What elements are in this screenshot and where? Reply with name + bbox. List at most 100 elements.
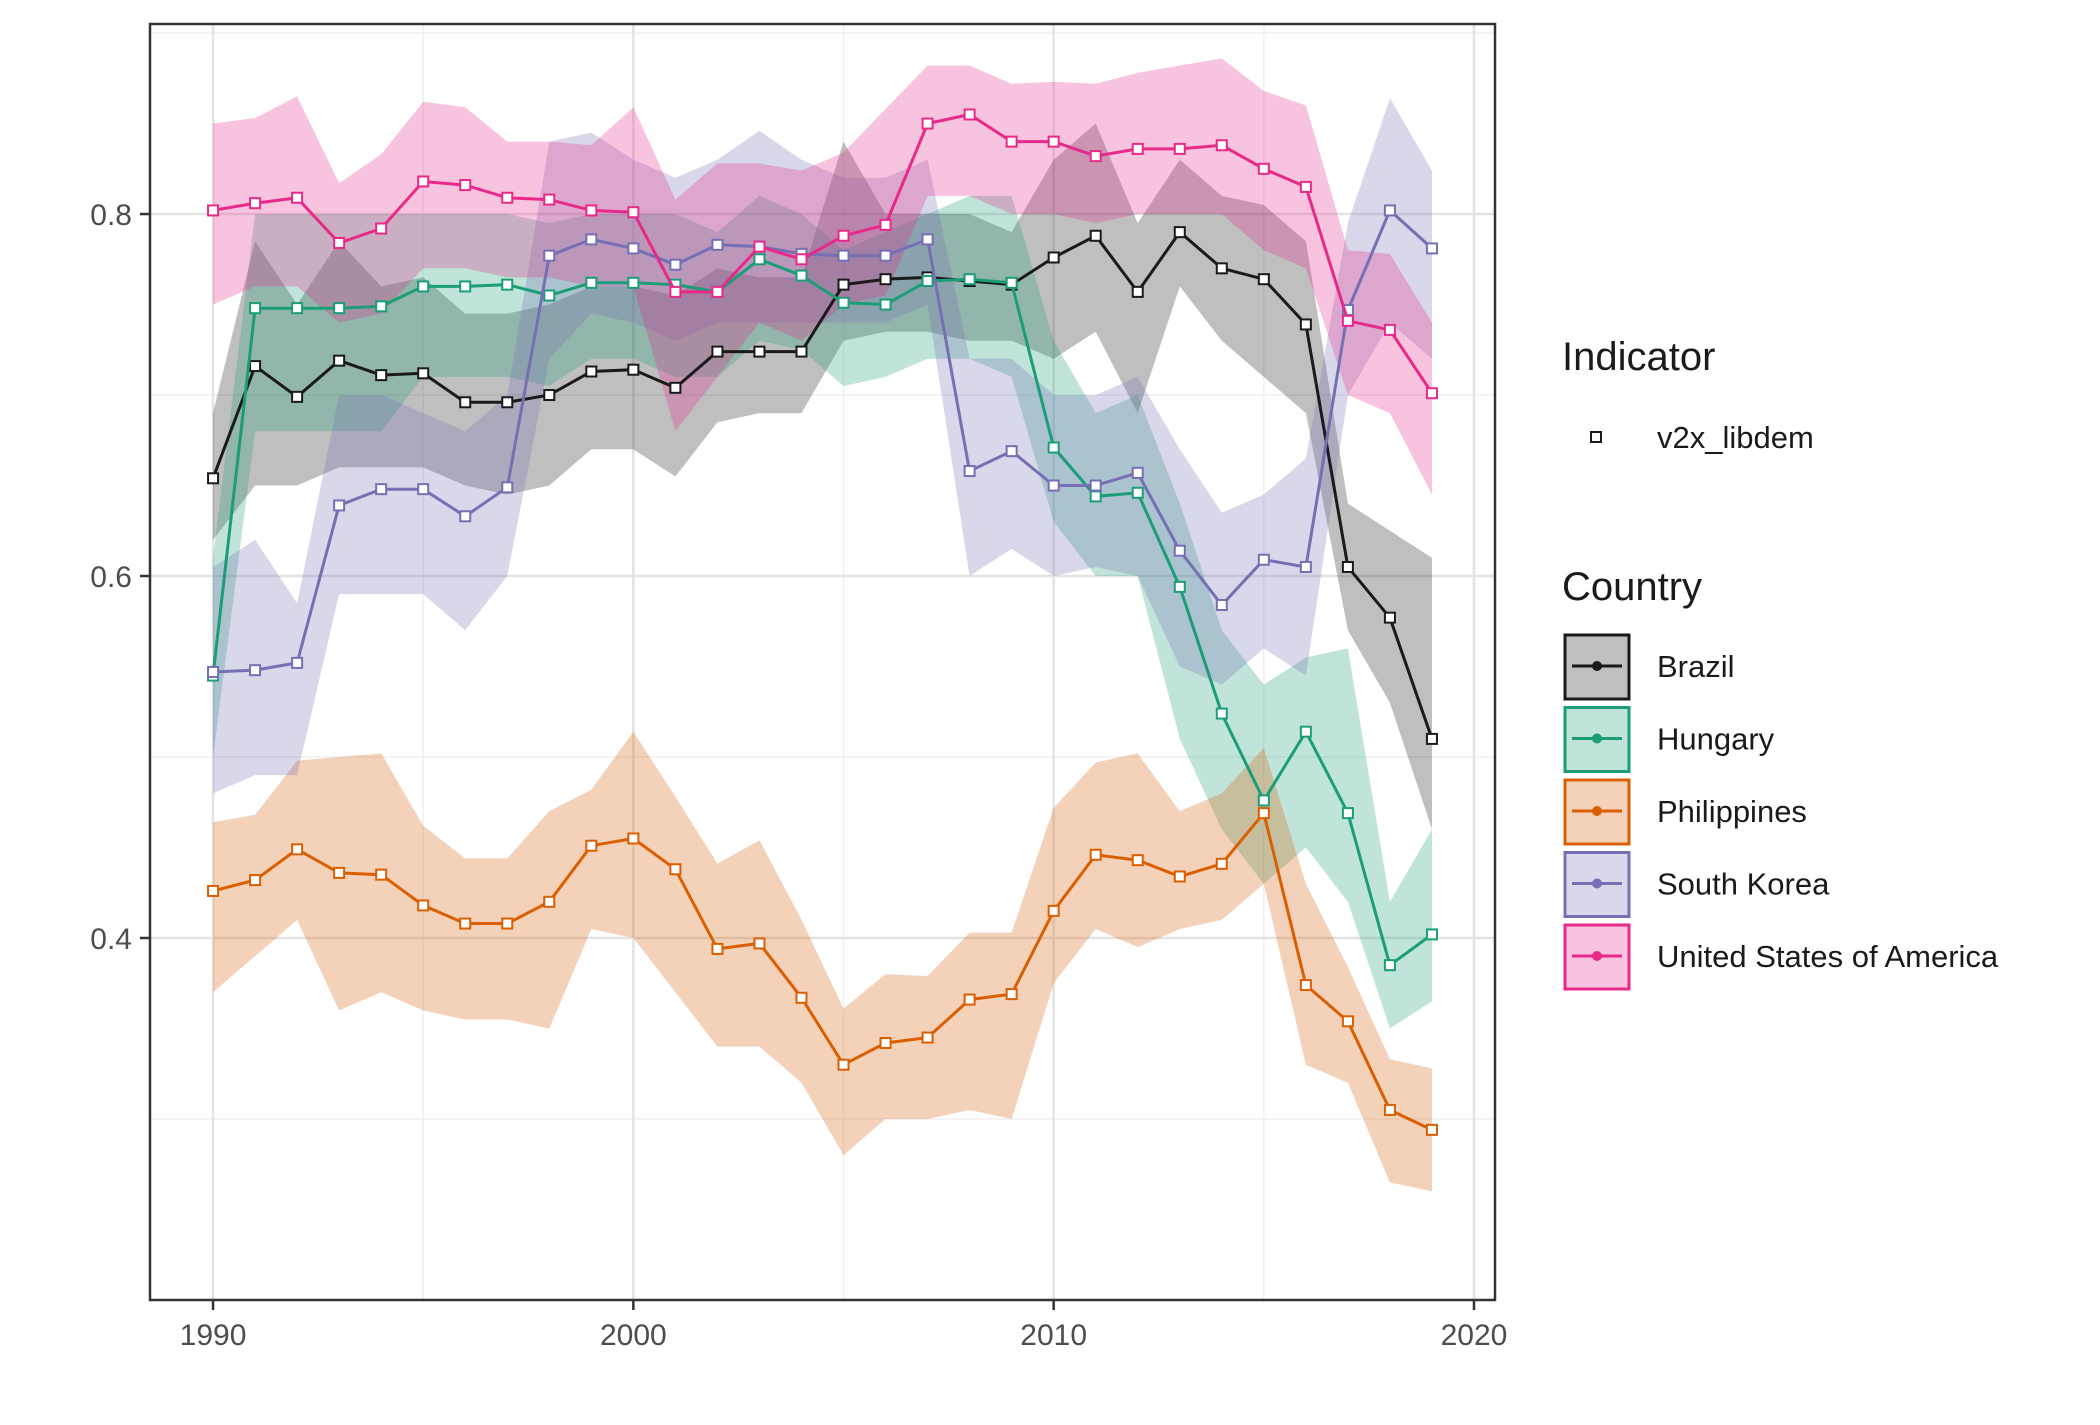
axes: 1990 2000 2010 2020 0.4 0.6 0.8: [90, 22, 1507, 1352]
point-philippines: [585, 839, 598, 852]
legend-label-hungary: Hungary: [1657, 722, 1775, 757]
point-hungary: [1257, 794, 1270, 807]
point-philippines: [333, 866, 346, 879]
point-south-korea: [963, 465, 976, 478]
point-philippines: [1005, 988, 1018, 1001]
ribbon-south-korea: [213, 98, 1432, 794]
point-south-korea: [921, 233, 934, 246]
point-brazil: [879, 273, 892, 286]
ribbon-philippines: [213, 731, 1432, 1192]
point-united-states-of-america: [459, 179, 472, 192]
point-united-states-of-america: [837, 229, 850, 242]
point-south-korea: [207, 665, 220, 678]
legend-key-point-hungary: [1592, 733, 1602, 744]
point-south-korea: [249, 664, 262, 677]
legend-key-point-philippines: [1592, 806, 1602, 816]
point-philippines: [1089, 848, 1102, 861]
point-brazil: [585, 365, 598, 378]
x-tick-label: 1990: [180, 1319, 247, 1352]
plot-area: [150, 24, 1495, 1300]
point-hungary: [501, 278, 514, 291]
point-south-korea: [837, 249, 850, 262]
point-south-korea: [1383, 204, 1396, 217]
point-united-states-of-america: [1173, 142, 1186, 155]
legend-title-country: Country: [1562, 565, 1702, 609]
point-united-states-of-america: [921, 117, 934, 130]
point-south-korea: [1089, 479, 1102, 492]
point-united-states-of-america: [1257, 162, 1270, 175]
point-south-korea: [1131, 466, 1144, 479]
point-hungary: [333, 302, 346, 315]
point-south-korea: [1005, 445, 1018, 458]
y-tick-label: 0.4: [90, 923, 132, 956]
point-united-states-of-america: [501, 191, 514, 204]
point-united-states-of-america: [1047, 135, 1060, 148]
point-hungary: [627, 276, 640, 289]
point-brazil: [1089, 229, 1102, 242]
point-brazil: [1131, 285, 1144, 298]
point-south-korea: [1425, 242, 1438, 255]
point-united-states-of-america: [1299, 180, 1312, 193]
panel-border: [148, 22, 1497, 1302]
legend-title-indicator: Indicator: [1562, 335, 1715, 379]
point-philippines: [501, 917, 514, 930]
point-brazil: [459, 396, 472, 409]
point-philippines: [1341, 1015, 1354, 1028]
point-south-korea: [501, 481, 514, 494]
ribbon-hungary: [213, 195, 1432, 1029]
point-hungary: [1425, 928, 1438, 941]
point-philippines: [795, 991, 808, 1004]
point-hungary: [795, 269, 808, 282]
point-brazil: [1299, 318, 1312, 331]
point-united-states-of-america: [249, 197, 262, 210]
point-united-states-of-america: [711, 285, 724, 298]
point-united-states-of-america: [543, 193, 556, 206]
point-brazil: [1257, 273, 1270, 286]
point-brazil: [837, 278, 850, 291]
point-united-states-of-america: [1341, 314, 1354, 327]
point-hungary: [459, 280, 472, 293]
point-united-states-of-america: [963, 108, 976, 121]
point-south-korea: [627, 242, 640, 255]
point-hungary: [1341, 807, 1354, 820]
point-south-korea: [585, 233, 598, 246]
point-hungary: [543, 289, 556, 302]
point-hungary: [1089, 490, 1102, 503]
line-united-states-of-america: [212, 112, 1434, 395]
point-united-states-of-america: [291, 191, 304, 204]
point-philippines: [669, 863, 682, 876]
point-united-states-of-america: [1005, 135, 1018, 148]
point-hungary: [291, 302, 304, 315]
point-united-states-of-america: [1215, 139, 1228, 152]
point-brazil: [1383, 611, 1396, 624]
point-united-states-of-america: [879, 218, 892, 231]
legend-label-philippines: Philippines: [1657, 794, 1807, 829]
legend-label-brazil: Brazil: [1657, 649, 1735, 684]
point-south-korea: [879, 249, 892, 262]
point-south-korea: [375, 483, 388, 496]
point-philippines: [711, 942, 724, 955]
point-south-korea: [417, 483, 430, 496]
line-brazil: [211, 229, 1434, 740]
point-hungary: [879, 298, 892, 311]
legend-label-south-korea: South Korea: [1657, 867, 1830, 902]
point-philippines: [207, 884, 220, 897]
point-south-korea: [1257, 553, 1270, 566]
point-south-korea: [711, 238, 724, 251]
legend-key-point-south-korea: [1592, 878, 1602, 889]
x-tick-label: 2000: [600, 1319, 667, 1352]
point-hungary: [1131, 486, 1144, 499]
point-philippines: [249, 874, 262, 887]
point-united-states-of-america: [333, 237, 346, 250]
point-hungary: [1047, 441, 1060, 454]
point-united-states-of-america: [1131, 142, 1144, 155]
point-brazil: [333, 354, 346, 367]
legend-key-point-united-states-of-america: [1592, 951, 1602, 961]
point-united-states-of-america: [375, 222, 388, 235]
point-philippines: [1425, 1123, 1438, 1136]
legend-indicator-key: [1590, 431, 1602, 443]
point-united-states-of-america: [1089, 150, 1102, 163]
ribbon-united-states-of-america: [213, 58, 1432, 495]
point-hungary: [249, 302, 262, 315]
